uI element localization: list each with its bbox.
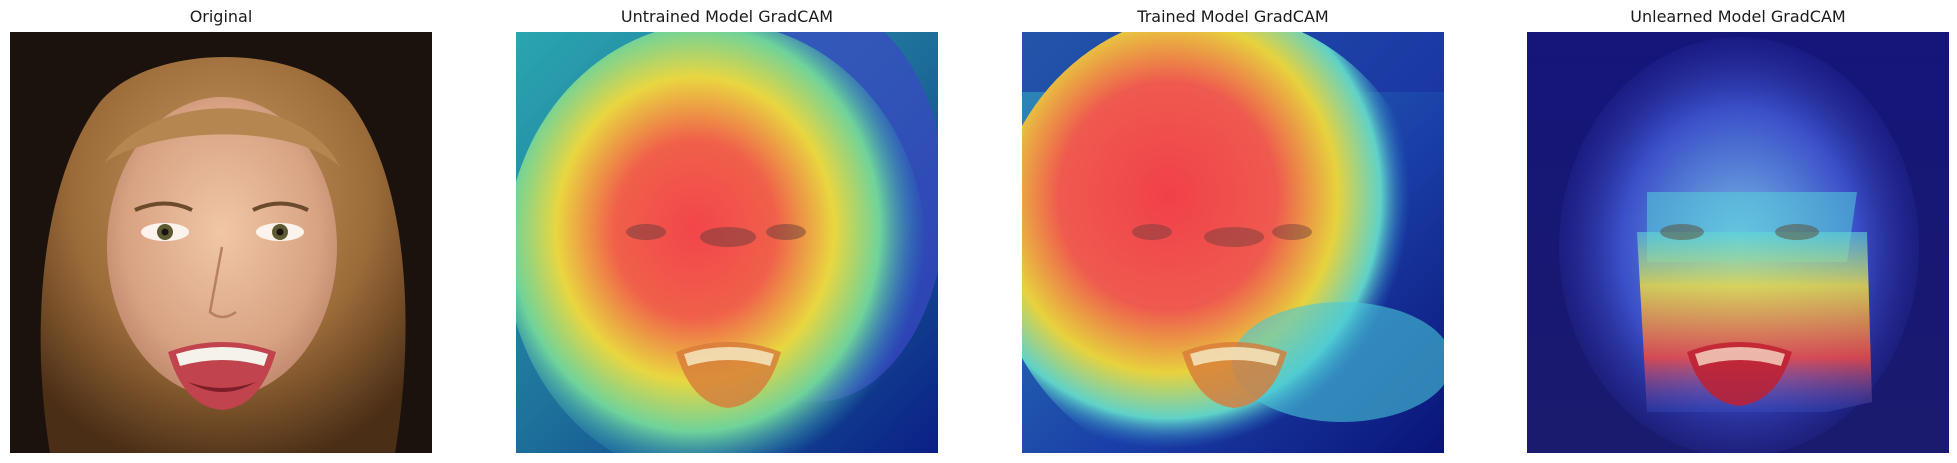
unlearned-gradcam-heatmap: [1527, 32, 1949, 453]
panel-original: Original: [10, 0, 432, 463]
trained-gradcam-heatmap: [1022, 32, 1444, 453]
panel-trained-gradcam: Trained Model GradCAM: [1022, 0, 1444, 463]
panel-untrained-gradcam: Untrained Model GradCAM: [516, 0, 938, 463]
panel-title: Unlearned Model GradCAM: [1630, 7, 1846, 26]
untrained-gradcam-heatmap: [516, 32, 938, 453]
panel-title: Untrained Model GradCAM: [620, 7, 834, 26]
panel-unlearned-gradcam: Unlearned Model GradCAM: [1527, 0, 1949, 463]
original-face-image: [10, 32, 432, 453]
panel-title: Original: [189, 7, 253, 26]
panel-title: Trained Model GradCAM: [1137, 7, 1329, 26]
